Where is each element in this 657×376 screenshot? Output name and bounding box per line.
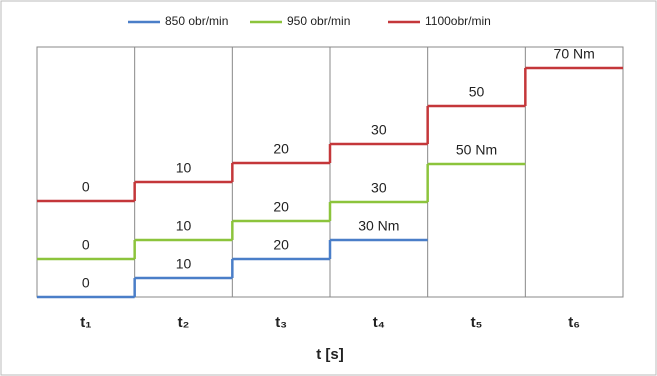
x-tick-label: t₁ (80, 314, 91, 331)
data-label: 20 (273, 141, 289, 157)
x-tick-label: t₄ (373, 314, 385, 331)
legend-label: 1100obr/min (425, 14, 491, 28)
data-label: 10 (176, 218, 192, 234)
x-tick-label: t₅ (471, 314, 483, 331)
data-label: 30 (371, 122, 387, 138)
data-label: 20 (273, 237, 289, 253)
data-label: 30 (371, 180, 387, 196)
data-label: 0 (82, 237, 90, 253)
legend-label: 950 obr/min (287, 14, 350, 28)
data-label: 10 (176, 160, 192, 176)
data-label: 50 (469, 84, 485, 100)
data-label: 50 Nm (456, 142, 497, 158)
data-label: 0 (82, 275, 90, 291)
x-tick-label: t₃ (275, 314, 287, 331)
data-label: 0 (82, 179, 90, 195)
x-axis-title: t [s] (316, 346, 344, 363)
legend-label: 850 obr/min (165, 14, 228, 28)
data-label: 10 (176, 256, 192, 272)
data-label: 30 Nm (358, 218, 399, 234)
x-tick-label: t₂ (178, 314, 190, 331)
x-tick-label: t₆ (568, 314, 580, 331)
data-label: 20 (273, 199, 289, 215)
data-label: 70 Nm (554, 46, 595, 62)
